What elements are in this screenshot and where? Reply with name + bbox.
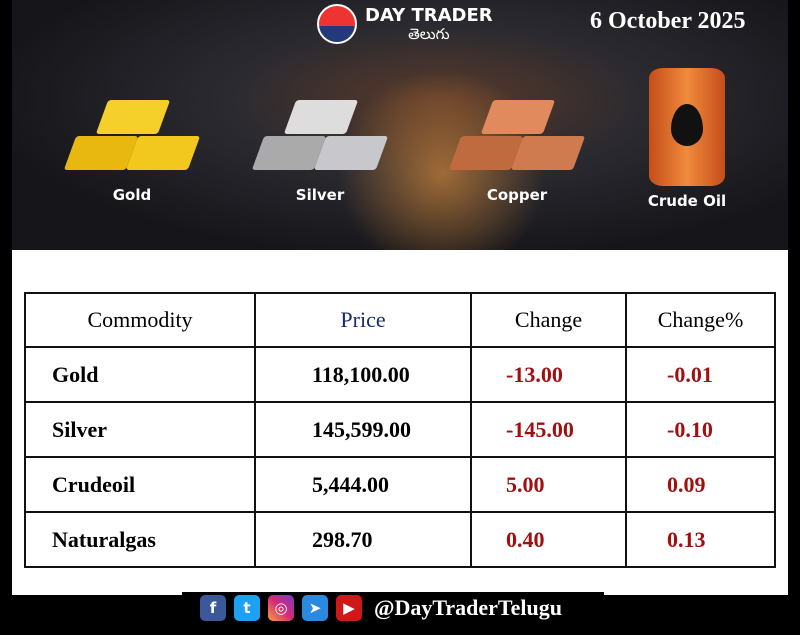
header-change: Change xyxy=(470,292,627,348)
header-commodity: Commodity xyxy=(24,292,256,348)
table-row: Naturalgas 298.70 0.40 0.13 xyxy=(24,511,776,568)
copper-item: Copper xyxy=(442,70,592,204)
table-header: Commodity Price Change Change% xyxy=(24,292,776,348)
telegram-icon[interactable]: ➤ xyxy=(302,595,328,621)
gold-bars-icon xyxy=(62,70,202,180)
silver-label: Silver xyxy=(295,186,345,204)
change-cell: -145.00 xyxy=(470,401,627,458)
hero-banner: DAY TRADER తెలుగు 6 October 2025 Gold Si… xyxy=(12,0,788,250)
oil-barrel-icon xyxy=(649,68,725,186)
change-cell: 5.00 xyxy=(470,456,627,513)
header-price: Price xyxy=(254,292,472,348)
change-pct-cell: 0.09 xyxy=(625,456,776,513)
instagram-icon[interactable]: ◎ xyxy=(268,595,294,621)
twitter-icon[interactable]: t xyxy=(234,595,260,621)
brand-name: DAY TRADER xyxy=(365,4,493,26)
bull-logo-icon xyxy=(317,4,357,44)
change-pct-cell: -0.01 xyxy=(625,346,776,403)
commodity-cell: Silver xyxy=(24,401,256,458)
silver-bars-icon xyxy=(250,70,390,180)
silver-item: Silver xyxy=(245,70,395,204)
price-cell: 5,444.00 xyxy=(254,456,472,513)
commodity-cell: Naturalgas xyxy=(24,511,256,568)
table-row: Gold 118,100.00 -13.00 -0.01 xyxy=(24,346,776,403)
youtube-icon[interactable]: ▶ xyxy=(336,595,362,621)
date: 6 October 2025 xyxy=(590,8,746,34)
copper-label: Copper xyxy=(486,186,548,204)
social-handle[interactable]: @DayTraderTelugu xyxy=(374,595,562,620)
gold-label: Gold xyxy=(112,186,152,204)
change-cell: 0.40 xyxy=(470,511,627,568)
price-cell: 298.70 xyxy=(254,511,472,568)
brand: DAY TRADER తెలుగు xyxy=(317,4,493,44)
change-pct-cell: 0.13 xyxy=(625,511,776,568)
price-cell: 145,599.00 xyxy=(254,401,472,458)
change-cell: -13.00 xyxy=(470,346,627,403)
commodity-cell: Crudeoil xyxy=(24,456,256,513)
commodity-cell: Gold xyxy=(24,346,256,403)
crude-oil-label: Crude Oil xyxy=(647,192,727,210)
price-cell: 118,100.00 xyxy=(254,346,472,403)
gold-item: Gold xyxy=(57,70,207,204)
crude-oil-item: Crude Oil xyxy=(612,68,762,210)
table-row: Silver 145,599.00 -145.00 -0.10 xyxy=(24,401,776,458)
header-change-pct: Change% xyxy=(625,292,776,348)
facebook-icon[interactable]: f xyxy=(200,595,226,621)
copper-bars-icon xyxy=(447,70,587,180)
social-footer: f t ◎ ➤ ▶ @DayTraderTelugu xyxy=(182,592,604,624)
change-pct-cell: -0.10 xyxy=(625,401,776,458)
brand-sub: తెలుగు xyxy=(408,24,450,43)
table-row: Crudeoil 5,444.00 5.00 0.09 xyxy=(24,456,776,513)
commodity-table: Commodity Price Change Change% Gold 118,… xyxy=(24,292,776,568)
